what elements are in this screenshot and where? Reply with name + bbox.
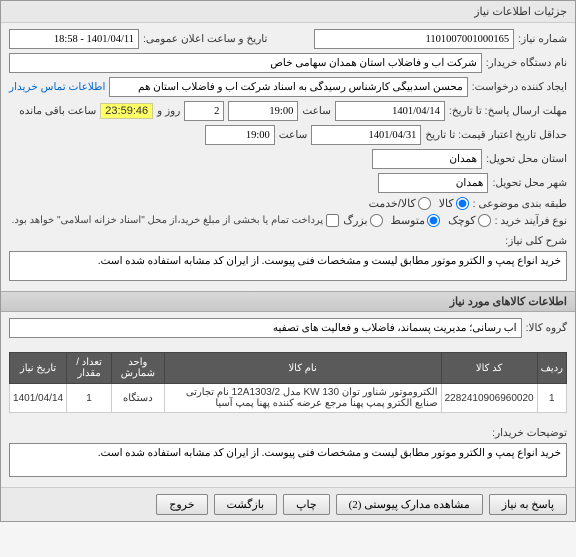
print-button[interactable]: چاپ bbox=[283, 494, 330, 515]
goods-table: ردیف کد کالا نام کالا واحد شمارش تعداد /… bbox=[9, 352, 567, 413]
th-qty: تعداد / مقدار bbox=[67, 353, 112, 384]
group-field bbox=[9, 318, 522, 338]
subject-goods-label: کالا bbox=[439, 197, 454, 210]
need-number-label: شماره نیاز: bbox=[518, 33, 567, 45]
purchase-medium-label: متوسط bbox=[391, 214, 426, 227]
purchase-medium-radio[interactable]: متوسط bbox=[391, 214, 441, 227]
purchase-small-label: کوچک bbox=[448, 214, 476, 227]
province-field bbox=[372, 149, 482, 169]
subject-service-input[interactable] bbox=[418, 197, 431, 210]
announce-field bbox=[9, 29, 139, 49]
subject-goods-input[interactable] bbox=[456, 197, 469, 210]
validity-date-field bbox=[311, 125, 421, 145]
purchase-large-input[interactable] bbox=[370, 214, 383, 227]
subject-service-radio[interactable]: کالا/خدمت bbox=[369, 197, 431, 210]
need-number-field bbox=[314, 29, 514, 49]
button-bar: پاسخ به نیاز مشاهده مدارک پیوستی (2) چاپ… bbox=[1, 487, 575, 521]
cell-code: 2282410906960020 bbox=[441, 384, 537, 413]
header-form: شماره نیاز: تاریخ و ساعت اعلان عمومی: نا… bbox=[1, 23, 575, 291]
purchase-small-input[interactable] bbox=[478, 214, 491, 227]
time-label-1: ساعت bbox=[302, 105, 331, 117]
cell-unit: دستگاه bbox=[112, 384, 165, 413]
province-label: استان محل تحویل: bbox=[486, 153, 567, 165]
cell-name: الکتروموتور شناور توان KW 130 مدل 12A130… bbox=[164, 384, 441, 413]
attachments-button[interactable]: مشاهده مدارک پیوستی (2) bbox=[336, 494, 483, 515]
purchase-medium-input[interactable] bbox=[427, 214, 440, 227]
th-date: تاریخ نیاز bbox=[10, 353, 67, 384]
buyer-name-field bbox=[9, 53, 482, 73]
th-code: کد کالا bbox=[441, 353, 537, 384]
city-field bbox=[378, 173, 488, 193]
group-label: گروه کالا: bbox=[526, 322, 567, 334]
cell-date: 1401/04/14 bbox=[10, 384, 67, 413]
respond-button[interactable]: پاسخ به نیاز bbox=[489, 494, 567, 515]
creator-field bbox=[109, 77, 467, 97]
deadline-label: مهلت ارسال پاسخ: تا تاریخ: bbox=[449, 105, 567, 117]
contact-link[interactable]: اطلاعات تماس خریدار bbox=[9, 81, 105, 93]
city-label: شهر محل تحویل: bbox=[492, 177, 567, 189]
subject-goods-radio[interactable]: کالا bbox=[439, 197, 469, 210]
validity-time-field bbox=[205, 125, 275, 145]
explain-textarea[interactable] bbox=[9, 443, 567, 477]
window-title-bar: جزئیات اطلاعات نیاز bbox=[1, 1, 575, 23]
countdown-suffix: ساعت باقی مانده bbox=[19, 105, 96, 117]
purchase-type-label: نوع فرآیند خرید : bbox=[495, 215, 567, 227]
payment-note-check[interactable]: پرداخت تمام یا بخشی از مبلغ خرید،از محل … bbox=[12, 214, 340, 227]
deadline-time-field bbox=[228, 101, 298, 121]
time-label-2: ساعت bbox=[279, 129, 308, 141]
goods-table-wrap: ردیف کد کالا نام کالا واحد شمارش تعداد /… bbox=[1, 348, 575, 417]
purchase-type-radios: کوچک متوسط بزرگ bbox=[343, 214, 490, 227]
subject-class-label: طبقه بندی موضوعی : bbox=[473, 198, 567, 210]
payment-note-text: پرداخت تمام یا بخشی از مبلغ خرید،از محل … bbox=[12, 215, 324, 226]
purchase-large-label: بزرگ bbox=[343, 214, 367, 227]
countdown-value: 23:59:46 bbox=[100, 103, 153, 119]
desc-textarea[interactable] bbox=[9, 251, 567, 281]
cell-row: 1 bbox=[537, 384, 566, 413]
th-unit: واحد شمارش bbox=[112, 353, 165, 384]
table-row[interactable]: 1 2282410906960020 الکتروموتور شناور توا… bbox=[10, 384, 567, 413]
validity-label: حداقل تاریخ اعتبار قیمت: تا تاریخ bbox=[425, 129, 567, 141]
announce-label: تاریخ و ساعت اعلان عمومی: bbox=[143, 33, 267, 45]
buyer-name-label: نام دستگاه خریدار: bbox=[486, 57, 567, 69]
subject-service-label: کالا/خدمت bbox=[369, 197, 416, 210]
purchase-small-radio[interactable]: کوچک bbox=[448, 214, 491, 227]
days-suffix: روز و bbox=[157, 105, 180, 117]
goods-section-header: اطلاعات کالاهای مورد نیاز bbox=[1, 291, 575, 312]
purchase-large-radio[interactable]: بزرگ bbox=[343, 214, 382, 227]
th-row: ردیف bbox=[537, 353, 566, 384]
details-window: جزئیات اطلاعات نیاز شماره نیاز: تاریخ و … bbox=[0, 0, 576, 522]
payment-note-checkbox[interactable] bbox=[326, 214, 339, 227]
cell-qty: 1 bbox=[67, 384, 112, 413]
explain-label: توضیحات خریدار: bbox=[492, 423, 567, 439]
days-count-field bbox=[184, 101, 224, 121]
creator-label: ایجاد کننده درخواست: bbox=[472, 81, 567, 93]
window-title: جزئیات اطلاعات نیاز bbox=[474, 6, 567, 18]
subject-class-radios: کالا کالا/خدمت bbox=[369, 197, 469, 210]
th-name: نام کالا bbox=[164, 353, 441, 384]
desc-label: شرح کلی نیاز: bbox=[505, 231, 567, 247]
deadline-date-field bbox=[335, 101, 445, 121]
exit-button[interactable]: خروج bbox=[156, 494, 207, 515]
back-button[interactable]: بازگشت bbox=[214, 494, 278, 515]
